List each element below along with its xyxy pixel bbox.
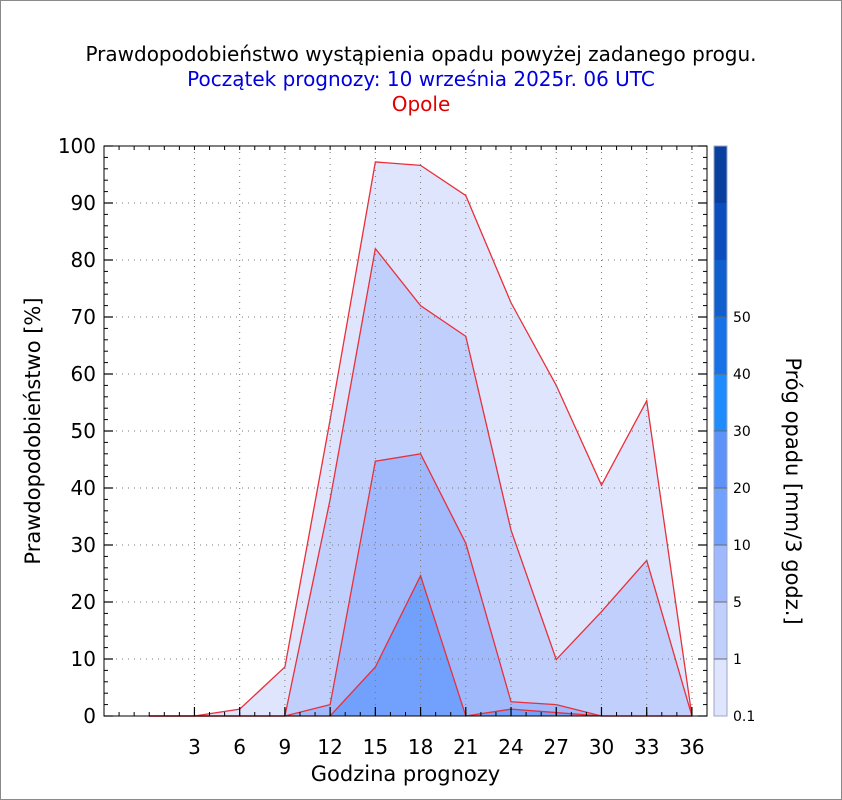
colorbar-cell (714, 260, 727, 317)
colorbar-cell (714, 659, 727, 716)
x-tick-label: 36 (679, 735, 704, 759)
data-point (374, 460, 376, 462)
colorbar-cell (714, 146, 727, 203)
data-point (419, 453, 422, 455)
colorbar-cell (714, 374, 727, 431)
colorbar-label: 0.1 (733, 709, 755, 725)
y-tick-label: 0 (83, 704, 96, 728)
data-point (374, 666, 376, 668)
x-tick-label: 9 (279, 735, 292, 759)
y-tick-label: 60 (71, 362, 96, 386)
data-point (555, 384, 557, 386)
data-point (646, 400, 648, 402)
y-axis-ticks: 0 10 20 30 40 50 60 70 80 90 100 (58, 134, 707, 728)
x-tick-label: 33 (634, 735, 659, 759)
colorbar-cell (714, 602, 727, 659)
colorbar-cell (714, 431, 727, 488)
colorbar-label: 40 (733, 367, 751, 383)
y-tick-label: 70 (71, 305, 96, 329)
colorbar: 0.1 1 5 10 20 30 40 50 (713, 145, 755, 725)
x-tick-label: 18 (408, 735, 433, 759)
x-tick-label: 6 (233, 735, 246, 759)
forecast-start-subtitle: Początek prognozy: 10 września 2025r. 06… (187, 67, 655, 91)
x-tick-label: 24 (498, 735, 523, 759)
probability-areas (148, 161, 693, 717)
chart-title: Prawdopodobieństwo wystąpienia opadu pow… (85, 42, 757, 66)
colorbar-title: Próg opadu [mm/3 godz.] (781, 357, 805, 624)
data-point (600, 484, 603, 486)
y-axis-title: Prawdopodobieństwo [%] (21, 297, 45, 564)
colorbar-label: 5 (733, 595, 742, 611)
x-tick-label: 30 (589, 735, 614, 759)
x-tick-label: 21 (453, 735, 478, 759)
data-point (465, 335, 467, 337)
y-tick-label: 90 (71, 191, 96, 215)
colorbar-label: 20 (733, 481, 751, 497)
y-tick-label: 50 (71, 419, 96, 443)
data-point (419, 305, 422, 307)
x-tick-label: 27 (544, 735, 569, 759)
colorbar-label: 1 (733, 652, 742, 668)
x-axis-title: Godzina prognozy (311, 762, 500, 786)
y-tick-label: 10 (71, 647, 96, 671)
data-point (600, 611, 603, 613)
area-fill-3 (149, 575, 692, 716)
colorbar-label: 10 (733, 538, 751, 554)
data-point (284, 666, 286, 668)
data-point (374, 161, 376, 163)
y-tick-label: 100 (58, 134, 96, 158)
colorbar-cell (714, 545, 727, 602)
data-point (419, 575, 422, 577)
y-tick-label: 80 (71, 248, 96, 272)
colorbar-label: 30 (733, 424, 751, 440)
x-tick-label: 12 (317, 735, 342, 759)
y-tick-label: 40 (71, 476, 96, 500)
grid-lines (104, 146, 707, 716)
data-point (419, 164, 422, 166)
location-label: Opole (391, 92, 451, 116)
colorbar-label: 50 (733, 310, 751, 326)
x-tick-label: 15 (363, 735, 388, 759)
data-point (465, 194, 467, 197)
data-point (555, 658, 557, 661)
y-tick-label: 30 (71, 533, 96, 557)
colorbar-cell (714, 488, 727, 545)
data-point (329, 498, 331, 500)
x-axis-ticks: 3 6 9 12 15 18 21 24 27 30 33 36 (188, 707, 705, 759)
colorbar-cell (714, 203, 727, 260)
colorbar-cell (714, 317, 727, 374)
x-tick-label: 3 (188, 735, 201, 759)
data-point (510, 701, 512, 703)
data-point (329, 419, 331, 421)
y-tick-label: 20 (71, 590, 96, 614)
